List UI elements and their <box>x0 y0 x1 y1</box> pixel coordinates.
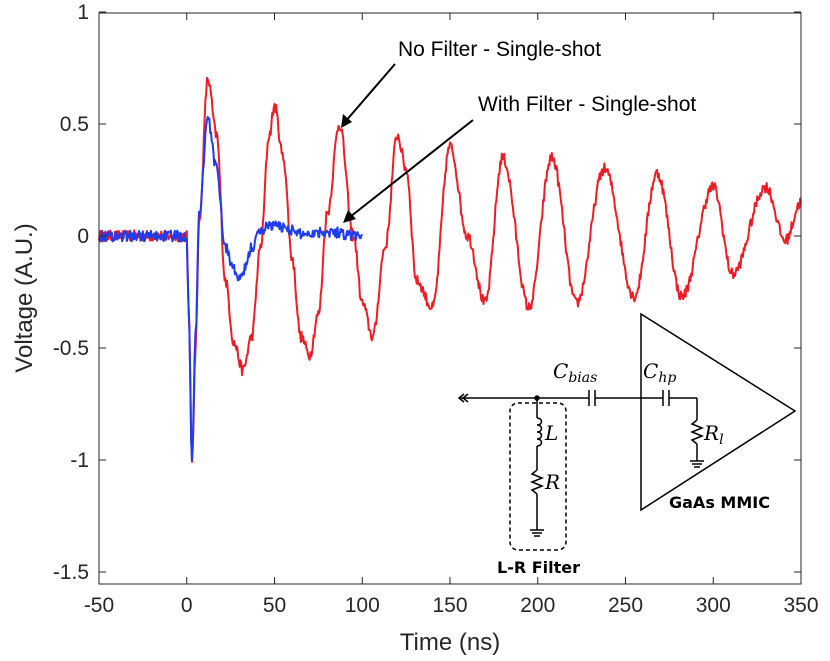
amplifier-triangle <box>640 312 797 512</box>
annotation-arrow-with-filter <box>349 119 474 218</box>
x-tick-label: 0 <box>181 594 193 617</box>
annotations: No Filter - Single-shot With Filter - Si… <box>341 38 696 223</box>
annotation-no-filter: No Filter - Single-shot <box>398 38 601 61</box>
y-tick-label: 1 <box>77 1 89 24</box>
r-l-label: Rl <box>703 421 724 448</box>
x-tick-label: 100 <box>345 594 380 617</box>
filter-label: L-R Filter <box>497 558 580 577</box>
c-bias-label: Cbias <box>553 359 597 386</box>
r-label: R <box>544 470 560 494</box>
c-hp-label: Chp <box>643 359 676 386</box>
annotation-arrowhead-with-filter <box>343 210 356 223</box>
y-axis-title: Voltage (A.U.) <box>11 223 38 372</box>
series-line-no-filter <box>98 76 802 463</box>
x-axis-title: Time (ns) <box>400 629 500 656</box>
y-tick-label: -0.5 <box>53 337 89 360</box>
x-tick-label: 250 <box>608 594 643 617</box>
y-tick-label: 0.5 <box>60 113 89 136</box>
circuit-inset <box>457 312 797 551</box>
x-tick-label: 300 <box>696 594 731 617</box>
series-layer <box>98 76 802 463</box>
x-tick-label: 200 <box>520 594 555 617</box>
amplifier-label: GaAs MMIC <box>669 493 770 512</box>
annotation-arrow-no-filter <box>344 63 396 123</box>
x-tick-label: 150 <box>432 594 467 617</box>
y-tick-label: 0 <box>77 225 89 248</box>
circuit-labels: Cbias Chp Rl L R GaAs MMIC L-R Filter <box>497 359 770 577</box>
x-tick-label: 50 <box>263 594 286 617</box>
series-line-with-filter <box>98 115 364 462</box>
annotation-arrowhead-no-filter <box>341 114 352 128</box>
ticks-layer: -50 0 50 100 150 200 250 300 350 -1.5 -1 -0.5 0 0.5 1 <box>53 1 819 617</box>
x-tick-label: 350 <box>783 594 818 617</box>
l-label: L <box>544 421 558 445</box>
y-tick-label: -1 <box>70 449 89 472</box>
x-tick-label: -50 <box>84 594 114 617</box>
y-tick-label: -1.5 <box>53 561 89 584</box>
annotation-with-filter: With Filter - Single-shot <box>478 93 696 116</box>
